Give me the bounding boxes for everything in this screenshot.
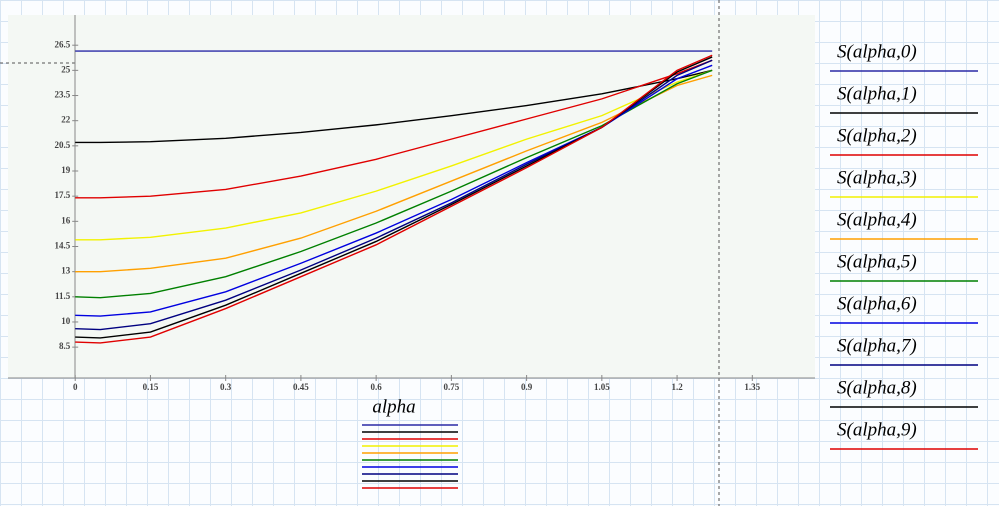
series-line [75,59,713,199]
y-tick-label: 10 [61,316,71,326]
x-tick-label: 0.6 [371,382,383,392]
y-tick-label: 13 [61,266,71,276]
x-tick-label: 1.05 [594,382,610,392]
y-tick-label: 17.5 [54,190,70,200]
legend-label: S(alpha,8) [837,377,917,398]
y-tick-label: 20.5 [54,140,70,150]
legend-label: S(alpha,3) [837,167,917,188]
y-tick-label: 11.5 [55,291,71,301]
legend-label: S(alpha,1) [837,83,917,104]
y-tick-label: 16 [61,215,71,225]
x-tick-label: 1.2 [671,382,683,392]
y-tick-label: 8.5 [59,341,71,351]
legend-label: S(alpha,7) [837,335,917,356]
series-line [75,59,713,331]
x-tick-label: 0 [73,382,78,392]
x-tick-label: 0.9 [521,382,533,392]
series-line [75,69,713,241]
legend-label: S(alpha,2) [837,125,917,146]
legend-label: S(alpha,6) [837,293,917,314]
x-axis-label: alpha [372,396,415,417]
legend-label: S(alpha,0) [837,41,917,62]
legend-label: S(alpha,5) [837,251,917,272]
y-tick-label: 23.5 [54,90,70,100]
series-line [75,69,713,144]
y-tick-label: 25 [61,64,71,74]
series-line [75,54,713,344]
series-line [75,64,713,317]
legend-label: S(alpha,4) [837,209,917,230]
x-tick-label: 0.15 [143,382,159,392]
x-tick-label: 0.45 [293,382,309,392]
y-tick-label: 26.5 [54,39,70,49]
x-tick-label: 1.35 [744,382,760,392]
x-tick-label: 0.75 [443,382,459,392]
x-tick-label: 0.3 [220,382,232,392]
y-tick-label: 19 [61,165,71,175]
y-tick-label: 14.5 [54,241,70,251]
y-tick-label: 22 [61,115,71,125]
legend-label: S(alpha,9) [837,419,917,440]
